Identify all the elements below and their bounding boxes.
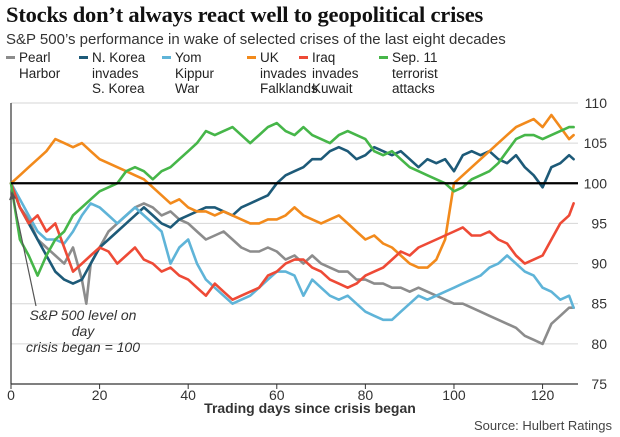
x-tick-label: 80 — [358, 387, 374, 403]
source-note: Source: Hulbert Ratings — [473, 418, 612, 433]
series-line-1 — [9, 145, 575, 285]
annotation-arrow — [12, 197, 37, 307]
y-tick-label: 95 — [591, 215, 607, 231]
y-tick-label: 105 — [584, 135, 608, 151]
legend-label: N. Korea invades S. Korea — [92, 50, 146, 96]
legend-item: Pearl Harbor — [6, 50, 60, 81]
chart-title: Stocks don’t always react well to geopol… — [6, 2, 484, 27]
series-line-2 — [9, 182, 575, 322]
y-tick-label: 100 — [584, 175, 608, 191]
legend-label: Sep. 11 terrorist attacks — [392, 50, 438, 96]
chart-subtitle: S&P 500’s performance in wake of selecte… — [6, 31, 506, 48]
legend-label: UK invades Falklands — [260, 50, 318, 96]
legend-item: UK invades Falklands — [247, 50, 318, 97]
y-tick-label: 85 — [591, 296, 607, 312]
y-tick-label: 110 — [585, 95, 608, 111]
legend-item: Sep. 11 terrorist attacks — [379, 50, 438, 97]
legend-swatch — [79, 56, 88, 59]
legend-item: N. Korea invades S. Korea — [79, 50, 145, 97]
legend: Pearl Harbor N. Korea invades S. Korea Yom… — [6, 50, 566, 98]
x-tick-label: 60 — [269, 387, 285, 403]
legend-swatch — [299, 56, 308, 59]
x-tick-label: 100 — [442, 387, 466, 403]
legend-item: Iraq invades Kuwait — [299, 50, 359, 97]
x-tick-label: 120 — [531, 387, 555, 403]
legend-label: Iraq invades Kuwait — [312, 50, 359, 96]
legend-swatch — [247, 56, 256, 59]
chart-annotation: S&P 500 level on day crisis began = 100 — [25, 307, 141, 355]
y-tick-label: 80 — [591, 336, 607, 352]
y-tick-label: 90 — [591, 256, 607, 272]
legend-swatch — [379, 56, 388, 59]
x-tick-label: 0 — [7, 387, 15, 403]
x-tick-label: 20 — [92, 387, 108, 403]
series-line-3 — [9, 113, 575, 269]
series-line-5 — [9, 121, 575, 277]
legend-label: Pearl Harbor — [19, 50, 61, 81]
legend-item: Yom Kippur War — [162, 50, 214, 97]
series-line-4 — [9, 182, 575, 301]
legend-swatch — [162, 56, 171, 59]
x-axis-label: Trading days since crisis began — [204, 400, 416, 416]
y-tick-label: 75 — [591, 376, 607, 392]
x-tick-label: 40 — [180, 387, 196, 403]
legend-swatch — [6, 56, 15, 59]
legend-label: Yom Kippur War — [175, 50, 215, 96]
annotation-arrowhead — [9, 191, 16, 201]
